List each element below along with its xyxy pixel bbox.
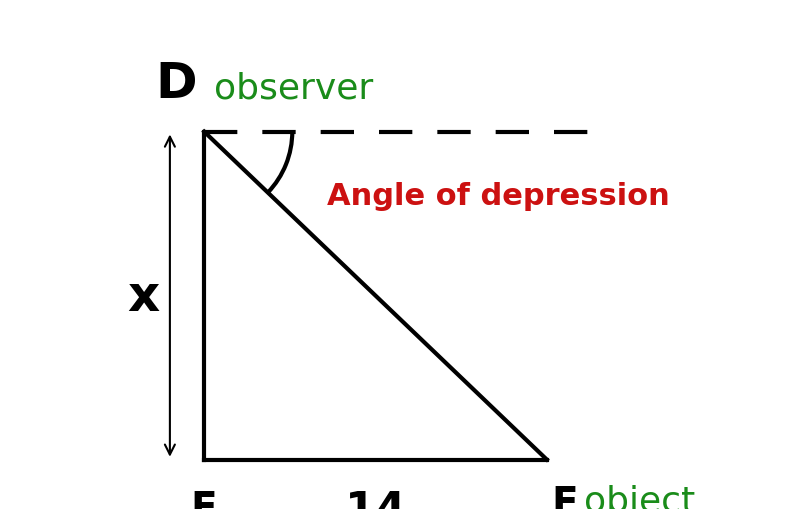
Text: x: x <box>127 272 159 320</box>
Text: E: E <box>191 489 218 509</box>
Text: Angle of depression: Angle of depression <box>326 181 670 210</box>
Text: 14: 14 <box>345 489 406 509</box>
Text: F: F <box>552 484 578 509</box>
Text: object: object <box>583 484 695 509</box>
Text: observer: observer <box>214 72 374 105</box>
Text: D: D <box>155 60 197 108</box>
